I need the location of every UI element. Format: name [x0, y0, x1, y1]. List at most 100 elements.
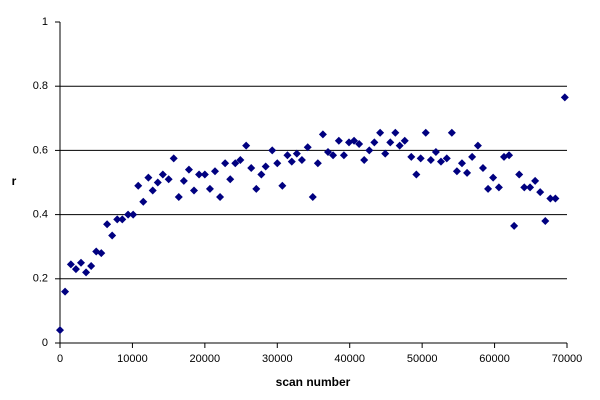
point: [473, 141, 482, 150]
point: [118, 215, 127, 224]
point: [370, 138, 379, 147]
point: [452, 167, 461, 176]
x-tick-label: 30000: [262, 353, 293, 365]
point: [200, 170, 209, 179]
point: [510, 221, 519, 230]
point: [536, 188, 545, 197]
point: [158, 170, 167, 179]
point: [205, 184, 214, 193]
point: [386, 138, 395, 147]
point: [400, 136, 409, 145]
point: [66, 260, 75, 269]
x-tick-label: 40000: [334, 353, 365, 365]
point: [323, 148, 332, 157]
y-tick-label: 0.8: [33, 80, 48, 92]
point: [463, 168, 472, 177]
point: [87, 261, 96, 270]
point: [268, 146, 277, 155]
point: [164, 175, 173, 184]
point: [261, 162, 270, 171]
point: [313, 159, 322, 168]
point: [478, 164, 487, 173]
point: [541, 217, 550, 226]
x-tick-label: 50000: [407, 353, 438, 365]
y-tick-label: 0: [42, 337, 48, 349]
point: [329, 151, 338, 160]
point: [436, 157, 445, 166]
point: [134, 181, 143, 190]
point: [531, 176, 540, 185]
x-tick-label: 0: [57, 353, 63, 365]
point: [129, 210, 138, 219]
point: [236, 156, 245, 165]
point: [505, 151, 514, 160]
point: [273, 159, 282, 168]
point: [148, 186, 157, 195]
x-tick-label: 60000: [479, 353, 510, 365]
point: [339, 151, 348, 160]
point: [416, 154, 425, 163]
point: [77, 258, 86, 267]
point: [184, 165, 193, 174]
point: [489, 173, 498, 182]
point: [283, 151, 292, 160]
point: [412, 170, 421, 179]
point: [292, 149, 301, 158]
x-tick-label: 70000: [552, 353, 583, 365]
y-tick-label: 0.2: [33, 273, 48, 285]
point: [381, 149, 390, 158]
point: [426, 156, 435, 165]
point: [334, 136, 343, 145]
point: [216, 192, 225, 201]
point: [210, 167, 219, 176]
point: [350, 136, 359, 145]
point: [153, 178, 162, 187]
point: [318, 130, 327, 139]
point: [442, 154, 451, 163]
point: [174, 192, 183, 201]
point: [139, 197, 148, 206]
point: [546, 194, 555, 203]
point: [421, 128, 430, 137]
point: [303, 143, 312, 152]
point: [551, 194, 560, 203]
point: [376, 128, 385, 137]
point: [221, 159, 230, 168]
point: [355, 139, 364, 148]
point: [169, 154, 178, 163]
point: [515, 170, 524, 179]
point: [108, 231, 117, 240]
point: [494, 183, 503, 192]
point: [71, 265, 80, 274]
point: [124, 210, 133, 219]
point: [365, 146, 374, 155]
point: [97, 249, 106, 258]
point: [457, 159, 466, 168]
point: [484, 184, 493, 193]
x-tick-label: 10000: [117, 353, 148, 365]
point: [560, 93, 569, 102]
point: [189, 186, 198, 195]
y-tick-label: 1: [42, 16, 48, 28]
y-tick-label: 0.4: [33, 209, 48, 221]
point: [82, 268, 91, 277]
point: [195, 170, 204, 179]
point: [395, 141, 404, 150]
point: [179, 176, 188, 185]
point: [297, 156, 306, 165]
point: [431, 148, 440, 157]
point: [242, 141, 251, 150]
point: [144, 173, 153, 182]
point: [56, 326, 64, 335]
point: [231, 159, 240, 168]
point: [391, 128, 400, 137]
x-tick-label: 20000: [190, 353, 221, 365]
point: [226, 175, 235, 184]
point: [407, 152, 416, 161]
point: [252, 184, 261, 193]
x-axis-title: scan number: [276, 375, 351, 389]
point: [61, 287, 70, 296]
point: [447, 128, 456, 137]
